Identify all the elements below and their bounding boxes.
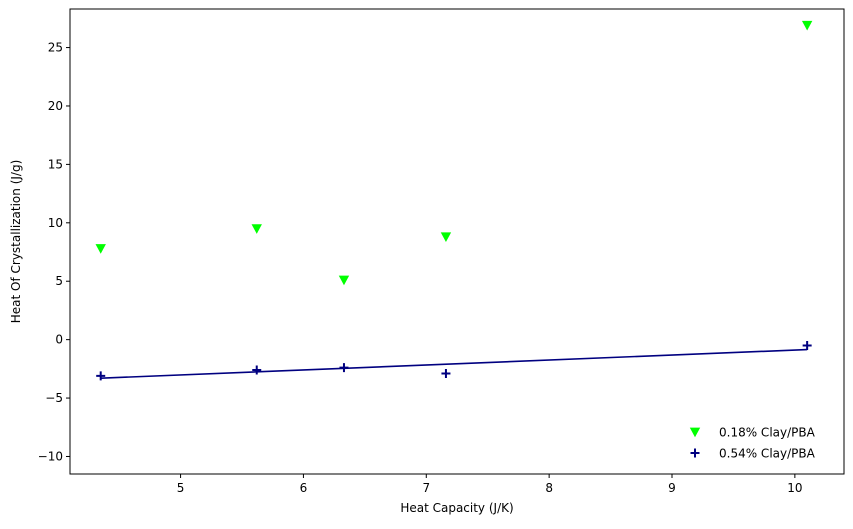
y-tick-label: 20 (48, 99, 63, 113)
legend-label: 0.18% Clay/PBA (719, 426, 816, 440)
legend-marker (689, 427, 701, 438)
plot-frame (69, 8, 845, 475)
data-point (96, 371, 106, 381)
data-points (95, 20, 813, 381)
data-point (440, 232, 452, 243)
data-point (338, 275, 350, 286)
legend: 0.18% Clay/PBA 0.54% Clay/PBA (689, 426, 816, 461)
y-tick-label: 25 (48, 41, 63, 55)
y-tick-label: 0 (55, 333, 63, 347)
x-tick-label: 6 (300, 481, 308, 495)
y-tick-label: 10 (48, 216, 63, 230)
data-point (802, 340, 812, 350)
legend-label: 0.54% Clay/PBA (719, 447, 816, 461)
data-point (252, 365, 262, 375)
data-point (339, 363, 349, 373)
x-axis-label: Heat Capacity (J/K) (400, 501, 513, 515)
y-tick-label: 15 (48, 157, 63, 171)
data-point (801, 20, 813, 31)
fit-lines (100, 348, 808, 379)
legend-marker (690, 448, 700, 458)
x-tick-label: 8 (545, 481, 553, 495)
x-tick-label: 7 (422, 481, 430, 495)
x-tick-label: 5 (177, 481, 185, 495)
data-point (95, 244, 106, 254)
data-point (441, 369, 451, 379)
y-axis-ticks: −10 −5 0 5 10 15 20 25 (38, 41, 70, 463)
y-axis-label: Heat Of Crystallization (J/g) (9, 160, 23, 324)
x-tick-label: 10 (787, 481, 802, 495)
y-tick-label: −5 (45, 391, 63, 405)
y-tick-label: 5 (55, 274, 63, 288)
x-axis-ticks: 5 6 7 8 9 10 (177, 474, 802, 495)
x-tick-label: 9 (668, 481, 676, 495)
plot-area (70, 9, 844, 474)
data-point (251, 224, 262, 234)
fit-line (100, 348, 808, 379)
y-tick-label: −10 (38, 449, 63, 463)
